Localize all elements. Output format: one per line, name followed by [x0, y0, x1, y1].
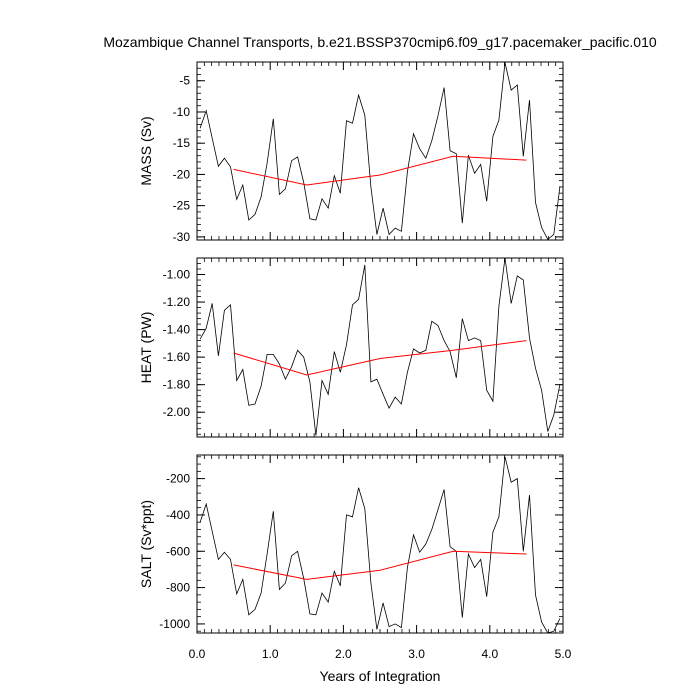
- salt-y-tick-label: -1000: [159, 617, 190, 631]
- x-tick-label: 2.0: [335, 647, 352, 661]
- x-tick-label: 3.0: [408, 647, 425, 661]
- heat-monthly-line: [199, 257, 561, 436]
- mass-y-axis-label: MASS (Sv): [138, 116, 154, 185]
- heat-plot-frame: [196, 257, 564, 438]
- salt-monthly-line: [199, 456, 561, 634]
- salt-y-tick-label: -600: [166, 544, 190, 558]
- heat-y-tick-label: -1.80: [163, 378, 191, 392]
- mass-y-tick-label: -30: [173, 230, 191, 244]
- salt-panel: -1000 -800 -600 -400 -200 SALT (Sv*ppt) 0.0 1.0…: [138, 454, 572, 661]
- salt-annual-mean-line: [233, 550, 527, 580]
- mass-plot-frame: [196, 61, 564, 241]
- mass-y-tick-label: -20: [173, 167, 191, 181]
- chart-title: Mozambique Channel Transports, b.e21.BSS…: [103, 34, 657, 50]
- mass-panel: -30 -25 -20 -15 -10 -5 MASS (Sv): [138, 61, 564, 244]
- heat-panel: -2.00 -1.80 -1.60 -1.40 -1.20 -1.00 HEAT (PW): [138, 257, 564, 438]
- mass-y-tick-label: -15: [173, 136, 191, 150]
- x-axis-label: Years of Integration: [320, 668, 441, 684]
- heat-y-tick-label: -1.60: [163, 350, 191, 364]
- mass-y-tick-label: -5: [179, 74, 190, 88]
- salt-y-tick-label: -400: [166, 508, 190, 522]
- salt-y-tick-label: -800: [166, 581, 190, 595]
- heat-y-tick-label: -1.20: [163, 295, 191, 309]
- x-tick-label: 5.0: [555, 647, 572, 661]
- salt-y-tick-label: -200: [166, 472, 190, 486]
- x-tick-label: 0.0: [189, 647, 206, 661]
- heat-annual-mean-line: [233, 340, 527, 376]
- salt-plot-frame: [196, 454, 564, 634]
- heat-y-tick-label: -2.00: [163, 405, 191, 419]
- mass-y-tick-label: -10: [173, 105, 191, 119]
- heat-y-tick-label: -1.00: [163, 268, 191, 282]
- salt-y-axis-label: SALT (Sv*ppt): [138, 500, 154, 588]
- mass-y-tick-label: -25: [173, 199, 191, 213]
- heat-y-tick-label: -1.40: [163, 323, 191, 337]
- heat-y-axis-label: HEAT (PW): [138, 312, 154, 384]
- x-tick-label: 4.0: [481, 647, 498, 661]
- x-tick-label: 1.0: [262, 647, 279, 661]
- mass-monthly-line: [199, 62, 561, 241]
- mass-annual-mean-line: [233, 155, 527, 186]
